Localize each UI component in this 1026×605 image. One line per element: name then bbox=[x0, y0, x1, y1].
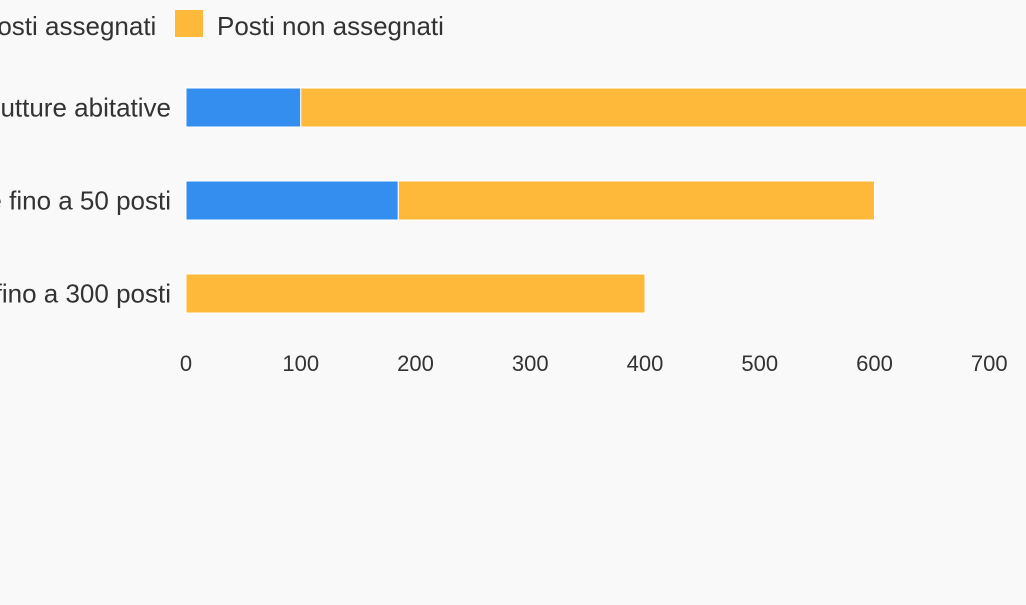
x-tick-label: 300 bbox=[512, 351, 549, 376]
legend-swatch-posti-non-assegnati[interactable] bbox=[175, 10, 203, 37]
legend-label-posti-assegnati: Posti assegnati bbox=[0, 11, 156, 41]
bar-segment-posti-assegnati[interactable] bbox=[185, 180, 399, 221]
category-labels: Strutture abitative Strutture fino a 50 p… bbox=[0, 93, 171, 309]
bar-segment-posti-non-assegnati[interactable] bbox=[397, 180, 875, 221]
legend: Posti assegnati Posti non assegnati bbox=[0, 10, 444, 41]
bars bbox=[185, 87, 1026, 314]
bar-segment-posti-assegnati[interactable] bbox=[185, 87, 302, 128]
x-tick-label: 400 bbox=[627, 351, 664, 376]
category-label: Strutture abitative bbox=[0, 93, 171, 123]
bar-segment-posti-non-assegnati[interactable] bbox=[300, 87, 1026, 128]
category-label: Strutture fino a 50 posti bbox=[0, 186, 171, 216]
x-tick-label: 600 bbox=[856, 351, 893, 376]
category-label: Strutture fino a 300 posti bbox=[0, 279, 171, 309]
x-tick-label: 500 bbox=[741, 351, 778, 376]
legend-label-posti-non-assegnati: Posti non assegnati bbox=[217, 11, 444, 41]
x-tick-label: 100 bbox=[282, 351, 319, 376]
x-axis: 0 100 200 300 400 500 600 700 bbox=[180, 351, 1008, 376]
x-tick-label: 700 bbox=[971, 351, 1008, 376]
x-tick-label: 0 bbox=[180, 351, 192, 376]
x-tick-label: 200 bbox=[397, 351, 434, 376]
bar-segment-posti-non-assegnati[interactable] bbox=[185, 273, 646, 314]
